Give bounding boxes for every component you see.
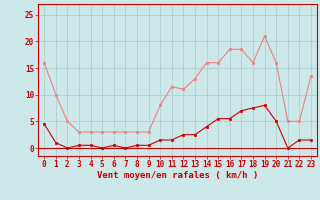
X-axis label: Vent moyen/en rafales ( km/h ): Vent moyen/en rafales ( km/h ) [97, 171, 258, 180]
